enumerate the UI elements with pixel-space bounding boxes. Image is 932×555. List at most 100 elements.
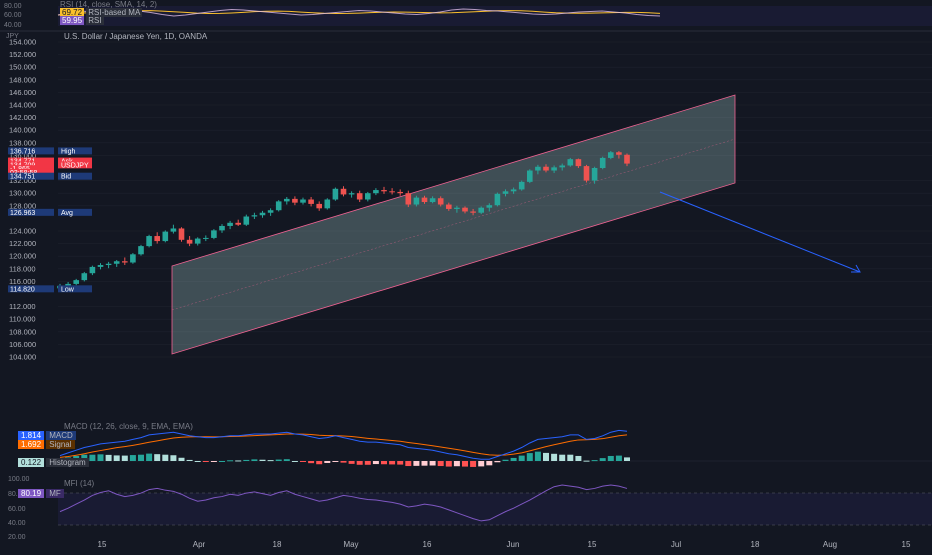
price-tick-label: 124.000 <box>9 227 36 236</box>
candles[interactable] <box>57 150 630 289</box>
candle-body[interactable] <box>130 254 136 263</box>
candle-body[interactable] <box>146 236 152 247</box>
candle-body[interactable] <box>437 198 444 205</box>
candle-body[interactable] <box>89 266 96 274</box>
histogram-bar <box>251 459 258 461</box>
candle-body[interactable] <box>494 193 501 206</box>
candle-body[interactable] <box>510 189 517 192</box>
candle-body[interactable] <box>284 198 290 202</box>
candle-body[interactable] <box>397 191 403 194</box>
price-label-box <box>8 161 54 169</box>
candle-body[interactable] <box>454 207 460 209</box>
price-tick-label: 132.000 <box>9 176 36 185</box>
candle-body[interactable] <box>65 283 71 286</box>
candle-body[interactable] <box>275 201 282 211</box>
macd-histogram <box>57 451 630 467</box>
candle-body[interactable] <box>567 159 574 166</box>
symbol-title[interactable]: U.S. Dollar / Japanese Yen, 1D, OANDA <box>64 32 208 41</box>
candle-body[interactable] <box>421 197 428 203</box>
candle-body[interactable] <box>259 212 266 216</box>
candle-body[interactable] <box>324 199 331 209</box>
candle-body[interactable] <box>267 210 274 213</box>
candle-body[interactable] <box>162 231 169 242</box>
candle-body[interactable] <box>478 207 484 213</box>
candle-body[interactable] <box>535 166 541 171</box>
candle-body[interactable] <box>381 190 387 192</box>
candle-body[interactable] <box>583 166 590 181</box>
candle-body[interactable] <box>413 197 420 205</box>
price-tick-label: 138.000 <box>9 138 36 147</box>
projection-arrow[interactable] <box>659 191 861 273</box>
candle-body[interactable] <box>251 215 258 217</box>
candle-body[interactable] <box>462 207 468 212</box>
candle-body[interactable] <box>616 152 622 155</box>
rsi-title[interactable]: RSI (14, close, SMA, 14, 2) <box>60 0 157 9</box>
time-axis[interactable]: 15 Apr 18 May 16 Jun 15 Jul 18 Aug 15 <box>98 540 911 549</box>
candle-body[interactable] <box>194 238 201 244</box>
price-axis[interactable]: 154.000 152.000 150.000 148.000 146.000 144.0… <box>9 38 36 362</box>
rsi-band <box>58 6 932 26</box>
candle-body[interactable] <box>170 228 177 232</box>
histogram-bar <box>526 453 533 461</box>
candle-body[interactable] <box>154 236 160 242</box>
candle-body[interactable] <box>608 152 614 158</box>
macd-title[interactable]: MACD (12, 26, close, 9, EMA, EMA) <box>64 422 193 431</box>
candle-body[interactable] <box>527 170 533 182</box>
candle-body[interactable] <box>429 198 436 203</box>
candle-body[interactable] <box>599 157 606 168</box>
candle-body[interactable] <box>446 204 452 209</box>
candle-body[interactable] <box>365 193 371 200</box>
candle-body[interactable] <box>543 166 549 171</box>
candle-body[interactable] <box>186 239 193 244</box>
candle-body[interactable] <box>292 198 298 203</box>
projection-arrowhead <box>851 264 861 273</box>
candle-body[interactable] <box>518 181 525 190</box>
candle-body[interactable] <box>356 193 363 200</box>
candle-body[interactable] <box>340 188 347 195</box>
candle-body[interactable] <box>122 261 128 263</box>
candle-body[interactable] <box>405 193 412 205</box>
candle-body[interactable] <box>502 191 509 194</box>
candle-body[interactable] <box>97 265 104 267</box>
candle-body[interactable] <box>316 203 322 209</box>
time-tick-label: Jul <box>671 540 681 549</box>
candle-body[interactable] <box>219 225 225 231</box>
candle-body[interactable] <box>470 211 476 213</box>
candle-body[interactable] <box>624 154 630 164</box>
candle-body[interactable] <box>227 222 233 226</box>
price-label-tag-box <box>58 147 92 155</box>
candle-body[interactable] <box>300 199 306 203</box>
histogram-bar <box>486 461 493 466</box>
candle-body[interactable] <box>332 188 339 200</box>
price-label-box <box>8 285 54 293</box>
candle-body[interactable] <box>575 159 582 167</box>
candle-body[interactable] <box>138 246 144 255</box>
candle-body[interactable] <box>559 165 565 168</box>
candle-body[interactable] <box>178 228 185 240</box>
candle-body[interactable] <box>73 280 79 284</box>
histogram-bar <box>194 461 201 462</box>
candle-body[interactable] <box>348 193 355 195</box>
candle-body[interactable] <box>235 222 241 225</box>
candle-body[interactable] <box>203 237 209 239</box>
histogram-bar <box>575 455 582 461</box>
mfi-title[interactable]: MFI (14) <box>64 479 95 488</box>
candle-body[interactable] <box>389 191 395 193</box>
candle-body[interactable] <box>211 230 217 238</box>
price-label-tag-box <box>58 157 92 165</box>
candle-body[interactable] <box>591 168 598 181</box>
candle-body[interactable] <box>551 167 557 171</box>
histogram-bar <box>624 457 630 461</box>
candle-body[interactable] <box>113 261 120 264</box>
mfi-name: MF <box>46 489 64 498</box>
candle-body[interactable] <box>105 263 112 266</box>
candle-body[interactable] <box>243 216 250 225</box>
parallel-channel[interactable] <box>171 94 736 355</box>
time-tick-label: 15 <box>98 540 107 549</box>
candle-body[interactable] <box>308 199 314 204</box>
candle-body[interactable] <box>81 273 88 281</box>
candle-body[interactable] <box>373 190 379 194</box>
candle-body[interactable] <box>486 205 493 208</box>
